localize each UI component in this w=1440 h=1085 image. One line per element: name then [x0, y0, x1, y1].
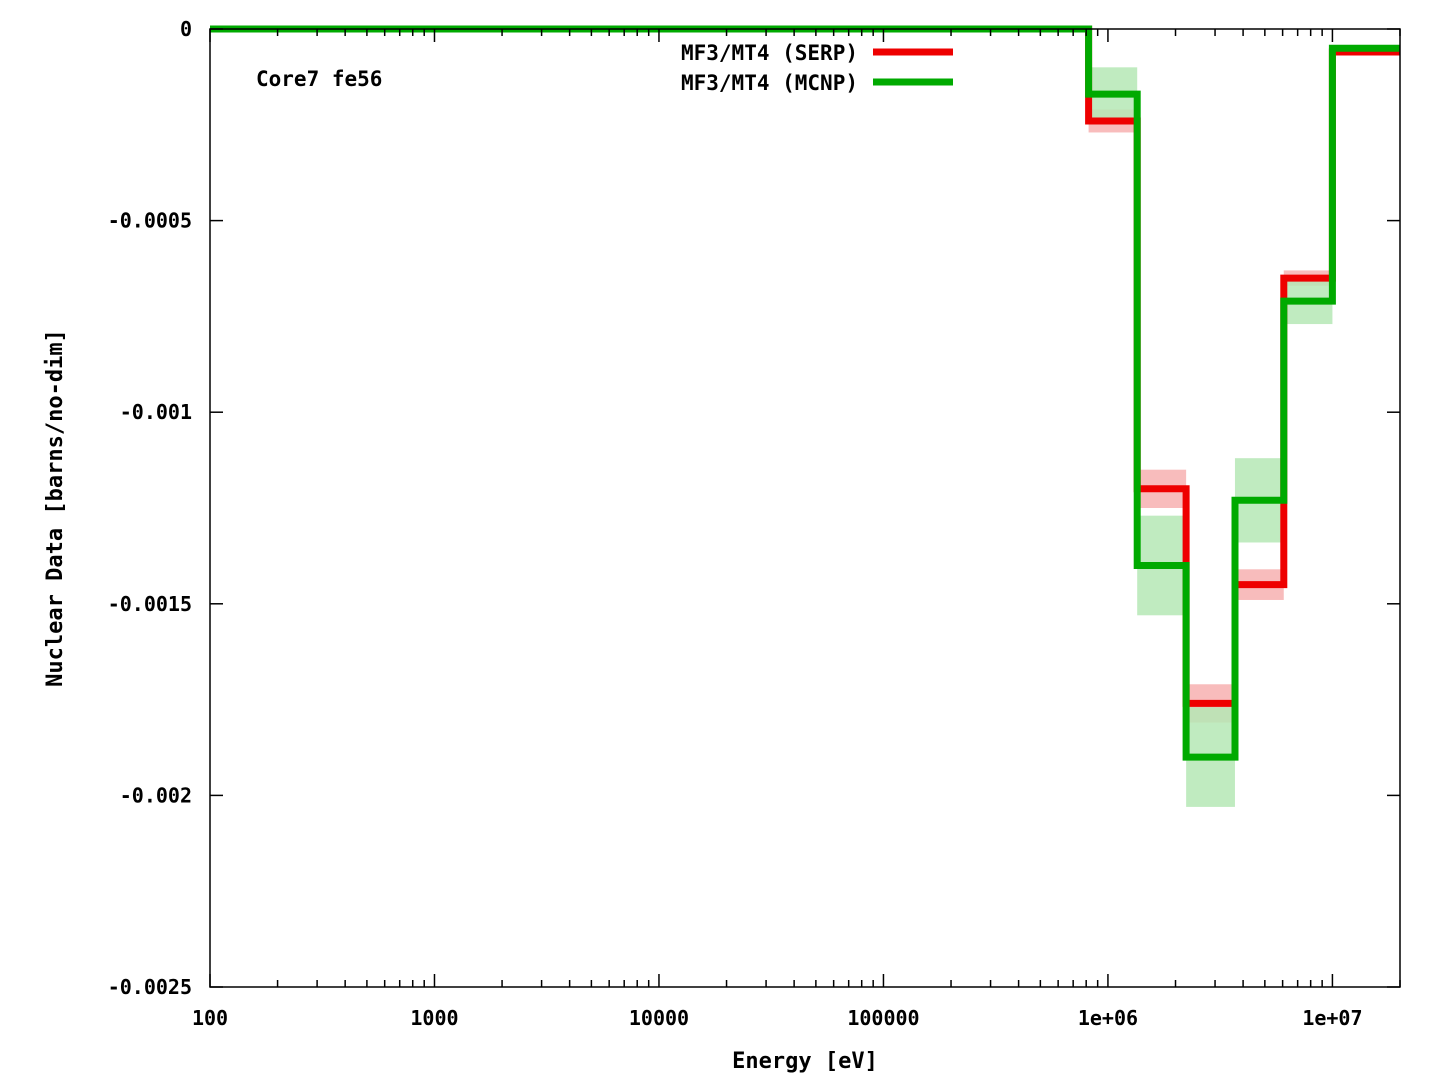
x-axis-label: Energy [eV]: [732, 1049, 878, 1074]
x-tick-label: 1e+07: [1302, 1006, 1362, 1030]
series-lines: [210, 25, 1400, 761]
x-tick-label: 10000: [629, 1006, 689, 1030]
y-tick-label: 0: [180, 17, 192, 41]
x-tick-labels: 100 1000 10000 100000 1e+06 1e+07: [192, 1006, 1363, 1030]
y-tick-label: -0.001: [120, 400, 192, 424]
series-line: [210, 25, 1400, 761]
plot-annotation: Core7 fe56: [256, 67, 382, 91]
axis-ticks: [209, 28, 1401, 988]
y-tick-label: -0.0025: [108, 975, 192, 999]
x-tick-label: 1e+06: [1078, 1006, 1138, 1030]
legend-label: MF3/MT4 (SERP): [681, 41, 858, 65]
y-tick-label: -0.0005: [108, 209, 192, 233]
y-tick-label: -0.0015: [108, 592, 192, 616]
legend-label: MF3/MT4 (MCNP): [681, 71, 858, 95]
y-axis-label: Nuclear Data [barns/no-dim]: [43, 329, 68, 687]
x-tick-label: 100: [192, 1006, 228, 1030]
plot-frame: [209, 28, 1401, 988]
y-tick-label: -0.002: [120, 783, 192, 807]
x-tick-label: 1000: [410, 1006, 458, 1030]
series-line: [210, 25, 1400, 707]
x-tick-label: 100000: [847, 1006, 919, 1030]
legend: MF3/MT4 (SERP) MF3/MT4 (MCNP): [681, 41, 953, 95]
y-tick-labels: 0 -0.0005 -0.001 -0.0015 -0.002 -0.0025: [108, 17, 192, 999]
